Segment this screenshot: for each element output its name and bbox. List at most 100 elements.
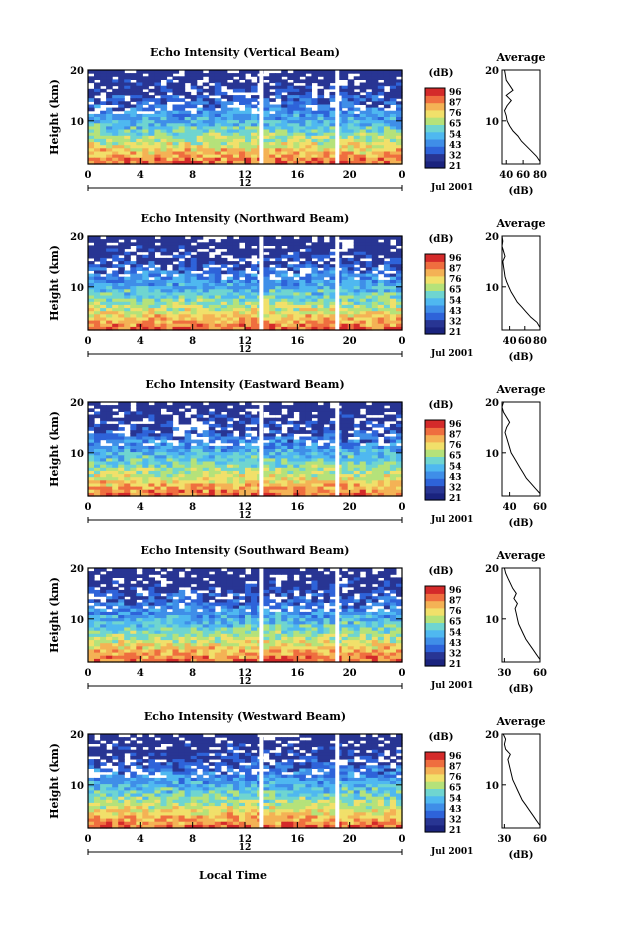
heatmap-cell xyxy=(269,467,276,472)
heatmap-cell xyxy=(166,427,174,431)
heatmap-cell xyxy=(208,583,216,588)
heatmap-cell xyxy=(239,589,246,594)
heatmap-cell xyxy=(88,286,95,290)
heatmap-cell xyxy=(353,405,361,409)
heatmap-cell xyxy=(341,486,349,491)
heatmap-cell xyxy=(347,589,355,594)
heatmap-cell xyxy=(305,605,312,610)
heatmap-cell xyxy=(329,123,337,127)
heatmap-cell xyxy=(130,151,137,156)
heatmap-cell xyxy=(323,427,331,431)
heatmap-cell xyxy=(245,295,252,300)
heatmap-cell xyxy=(202,486,210,491)
colorbar-segment xyxy=(425,449,445,457)
heatmap-cell xyxy=(196,120,204,124)
heatmap-cell xyxy=(299,276,306,281)
heatmap-cell xyxy=(275,257,282,262)
heatmap-cell xyxy=(88,474,95,478)
heatmap-cell xyxy=(329,452,337,456)
heatmap-cell xyxy=(263,423,270,428)
heatmap-cell xyxy=(245,110,252,115)
heatmap-cell xyxy=(166,273,174,278)
heatmap-cell xyxy=(251,586,258,591)
heatmap-cell xyxy=(142,615,149,619)
heatmap-cell xyxy=(371,261,379,265)
heatmap-cell xyxy=(178,436,186,441)
heatmap-cell xyxy=(94,267,101,271)
heatmap-cell xyxy=(88,148,95,152)
heatmap-cell xyxy=(166,326,174,331)
heatmap-cell xyxy=(124,308,131,312)
heatmap-cell xyxy=(148,492,155,497)
heatmap-cell xyxy=(232,117,240,121)
heatmap-cell xyxy=(226,449,234,453)
heatmap-cell xyxy=(136,157,143,162)
heatmap-cell xyxy=(220,402,228,406)
heatmap-cell xyxy=(323,461,331,466)
heatmap-cell xyxy=(106,264,113,268)
colorbar-tick: 76 xyxy=(449,275,462,285)
heatmap-cell xyxy=(359,145,367,149)
heatmap-cell xyxy=(287,76,294,80)
heatmap-cell xyxy=(359,455,367,459)
heatmap-cell xyxy=(281,145,288,149)
heatmap-cell xyxy=(106,308,113,312)
heatmap-cell xyxy=(299,480,306,484)
heatmap-cell xyxy=(341,449,349,453)
heatmap-cell xyxy=(190,79,198,84)
heatmap-cell xyxy=(359,304,367,309)
heatmap-cell xyxy=(184,477,192,481)
heatmap-cell xyxy=(136,236,143,240)
heatmap-cell xyxy=(281,615,288,619)
heatmap-cell xyxy=(293,257,300,262)
heatmap-cell xyxy=(130,286,137,290)
heatmap-cell xyxy=(371,264,379,268)
heatmap-cell xyxy=(100,574,107,578)
heatmap-cell xyxy=(293,98,300,102)
heatmap-cell xyxy=(341,273,349,278)
heatmap-cell xyxy=(112,323,119,328)
heatmap-cell xyxy=(178,276,186,281)
heatmap-cell xyxy=(106,138,113,143)
heatmap-cell xyxy=(118,405,125,409)
heatmap-cell xyxy=(341,88,349,93)
heatmap-cell xyxy=(232,470,240,475)
heatmap-cell xyxy=(371,138,379,143)
heatmap-cell xyxy=(347,405,355,409)
heatmap-cell xyxy=(311,602,318,607)
heatmap-cell xyxy=(220,261,228,265)
heatmap-cell xyxy=(359,605,367,610)
heatmap-cell xyxy=(311,474,318,478)
heatmap-cell xyxy=(220,320,228,325)
colorbar-segment xyxy=(425,319,445,328)
panel-2: Echo Intensity (Eastward Beam)2010Height… xyxy=(48,378,547,529)
heatmap-cell xyxy=(251,267,258,271)
heatmap-cell xyxy=(365,599,373,603)
heatmap-cell xyxy=(377,486,385,491)
heatmap-cell xyxy=(148,417,155,422)
x-tick-label: 12 xyxy=(238,502,252,513)
heatmap-cell xyxy=(148,568,155,572)
heatmap-cell xyxy=(178,104,186,109)
heatmap-cell xyxy=(371,73,379,77)
heatmap-cell xyxy=(341,135,349,140)
heatmap-cell xyxy=(208,123,216,127)
heatmap-cell xyxy=(94,308,101,312)
heatmap-cell xyxy=(154,320,161,325)
heatmap-cell xyxy=(347,414,355,419)
heatmap-cell xyxy=(371,157,379,162)
heatmap-cell xyxy=(202,279,210,284)
heatmap-cell xyxy=(293,602,300,607)
heatmap-cell xyxy=(317,292,325,297)
heatmap-cell xyxy=(377,458,385,463)
heatmap-cell xyxy=(172,113,180,118)
heatmap-cell xyxy=(365,132,373,137)
heatmap-cell xyxy=(353,433,361,437)
heatmap-cell xyxy=(88,414,95,419)
heatmap-cell xyxy=(323,298,331,303)
heatmap-cell xyxy=(281,242,288,246)
heatmap-cell xyxy=(142,436,149,441)
average-x-label: (dB) xyxy=(509,518,534,529)
heatmap-cell xyxy=(160,145,168,149)
heatmap-cell xyxy=(377,608,385,613)
